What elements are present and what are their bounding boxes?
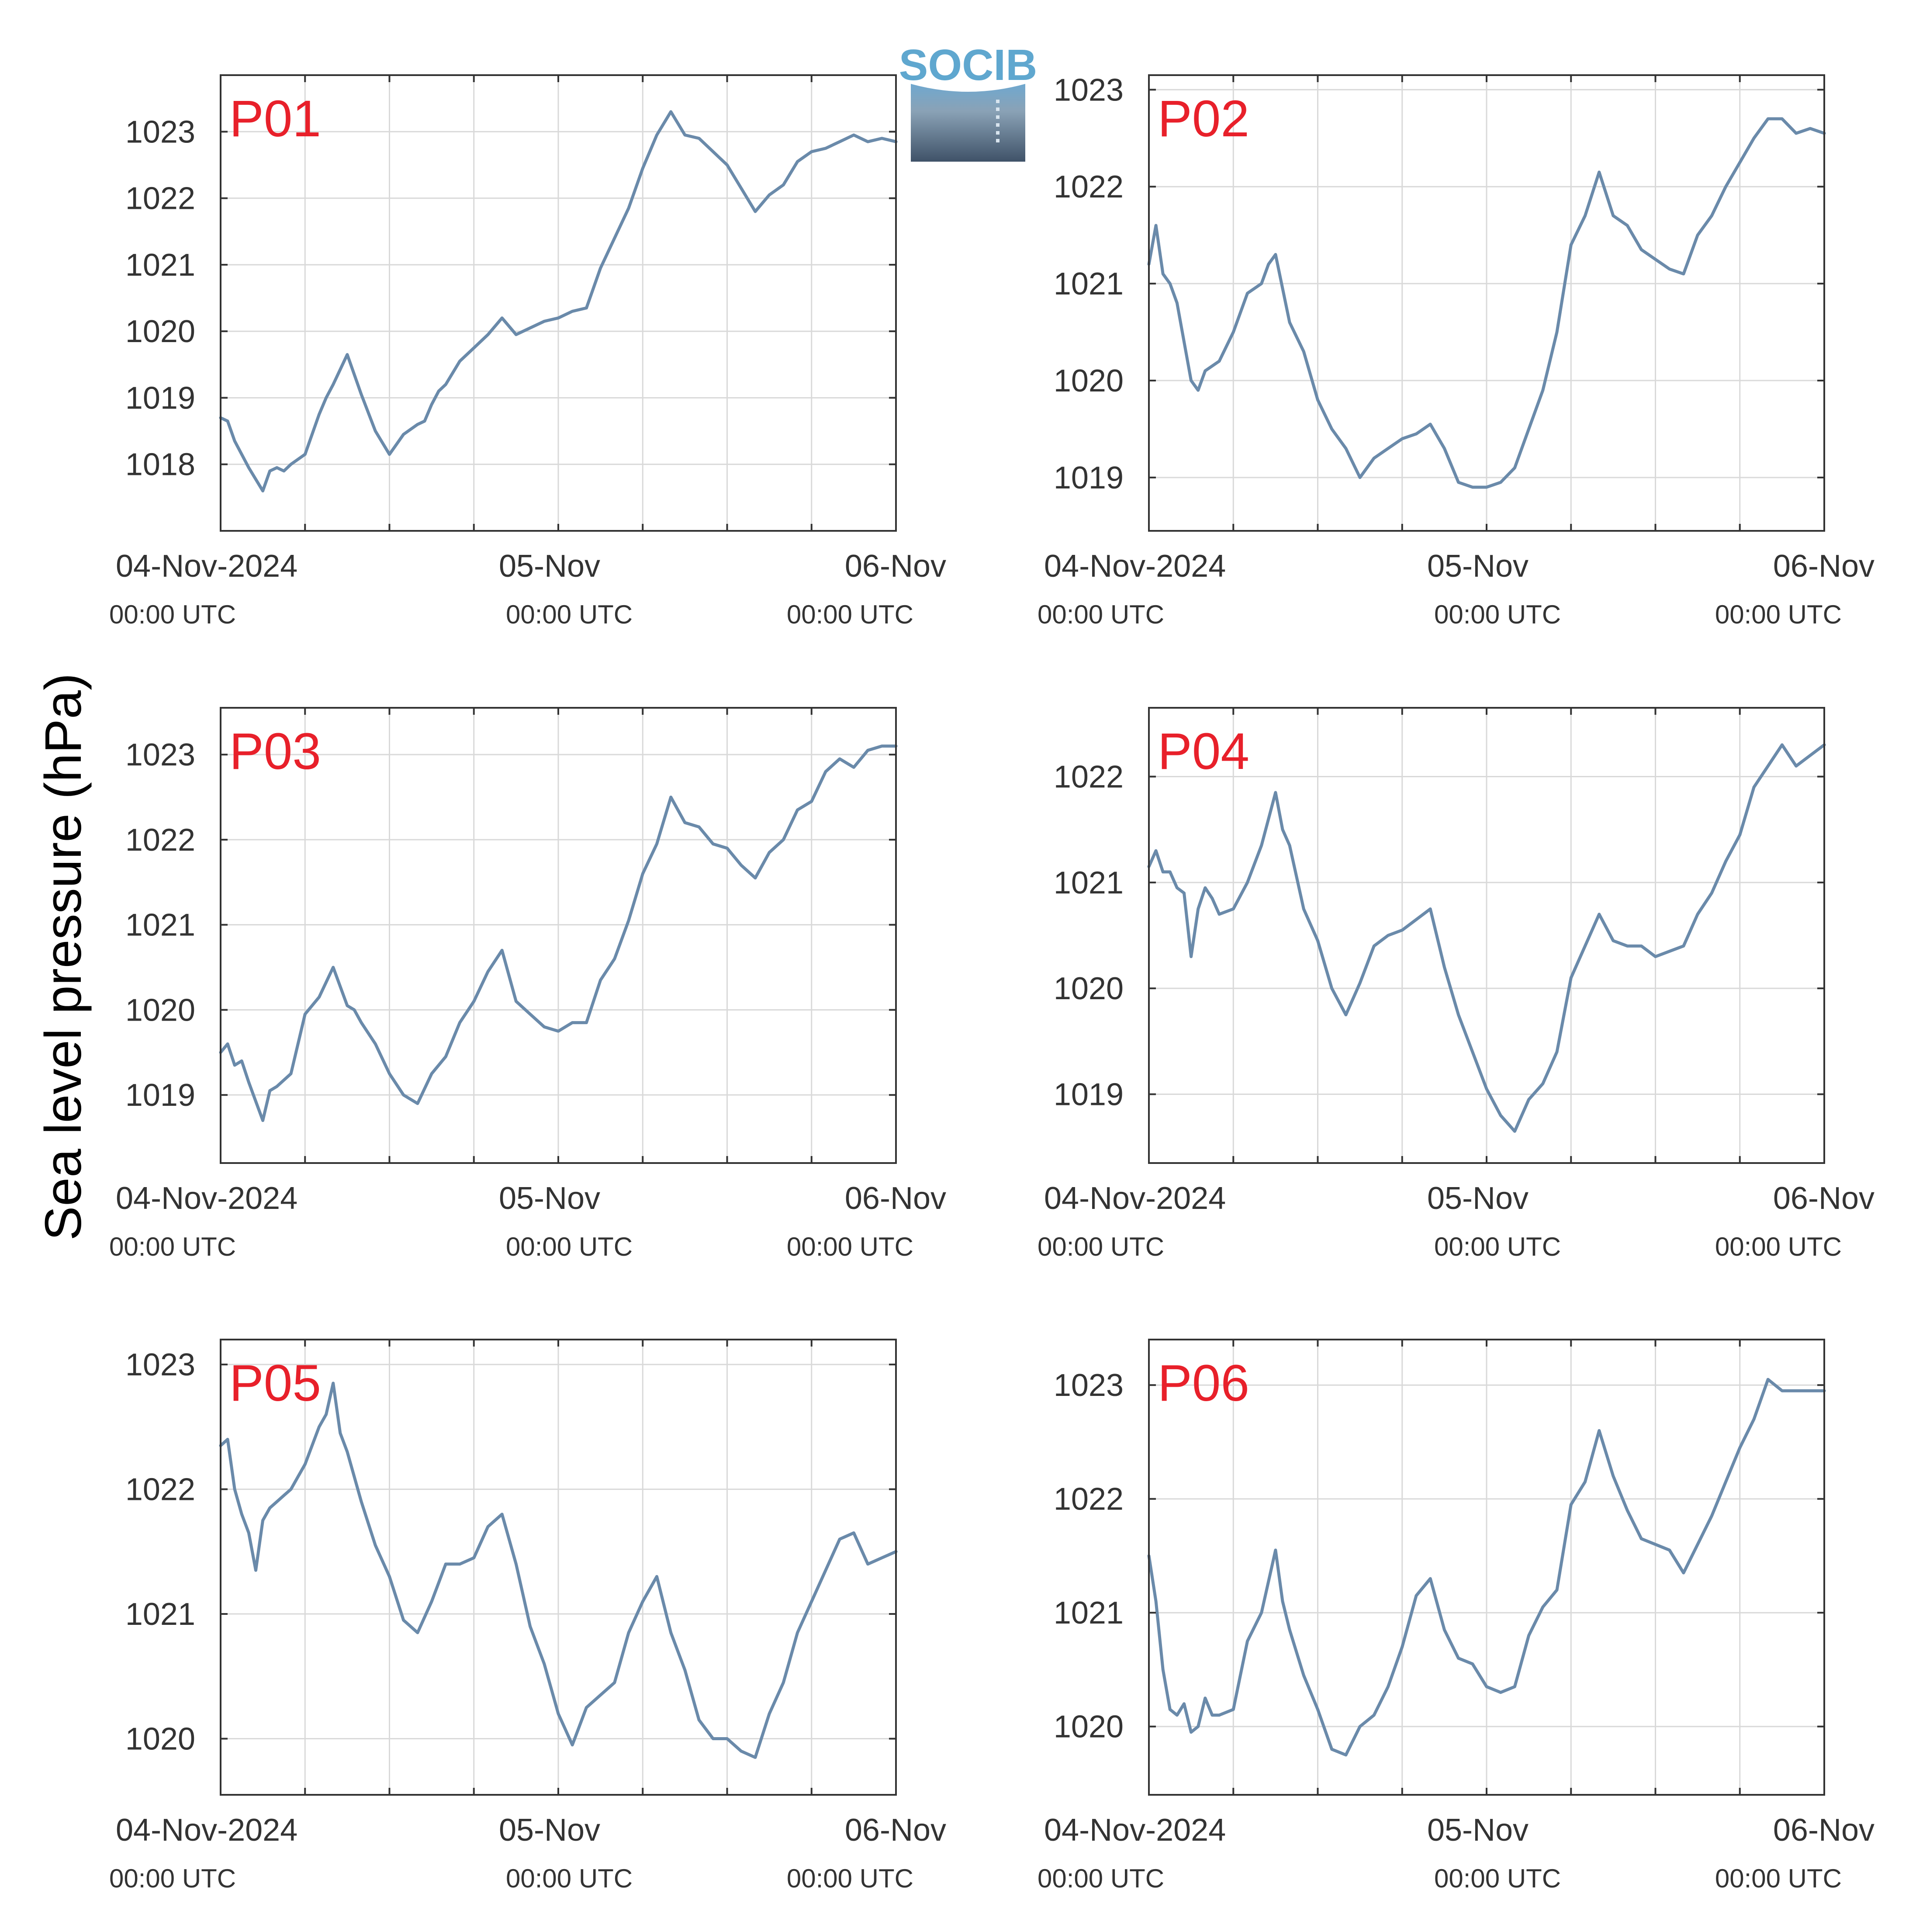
y-tick-label: 1022 (125, 181, 195, 216)
x-tick-sublabel: 00:00 UTC (109, 1232, 236, 1261)
y-tick-label: 1020 (1054, 364, 1124, 398)
y-tick-label: 1021 (1054, 1596, 1124, 1631)
panel-p01: 1018 1019 1020 1021 1022 1023 04-Nov-2024 00:00… (109, 74, 946, 629)
x-tick-sublabel: 00:00 UTC (787, 600, 913, 629)
x-tick-label: 04-Nov-2024 (116, 1813, 297, 1848)
x-tick-label: 04-Nov-2024 (1044, 549, 1226, 584)
panel-label: P02 (1158, 90, 1249, 148)
x-tick-label: 05-Nov (1427, 1813, 1529, 1848)
x-tick-sublabel: 00:00 UTC (1038, 1232, 1164, 1261)
y-tick-label: 1023 (125, 1347, 195, 1382)
panel-label: P01 (229, 90, 321, 148)
x-tick-sublabel: 00:00 UTC (1434, 1864, 1561, 1893)
y-tick-label: 1019 (1054, 460, 1124, 495)
x-tick-label: 04-Nov-2024 (1044, 1181, 1226, 1216)
x-tick-sublabel: 00:00 UTC (1038, 1864, 1164, 1893)
series-line-p03 (219, 744, 898, 1122)
panel-p03: 1019 1020 1021 1022 1023 04-Nov-2024 00:00 UTC… (109, 707, 946, 1261)
y-tick-label: 1023 (1054, 1368, 1124, 1403)
y-tick-label: 1022 (125, 823, 195, 858)
x-tick-sublabel: 00:00 UTC (1715, 600, 1842, 629)
x-tick-label: 04-Nov-2024 (1044, 1813, 1226, 1848)
x-tick-label: 04-Nov-2024 (116, 549, 297, 584)
x-tick-label: 06-Nov (1773, 1813, 1874, 1848)
x-tick-sublabel: 00:00 UTC (1434, 1232, 1561, 1261)
y-tick-label: 1022 (1054, 1482, 1124, 1517)
x-tick-label: 05-Nov (1427, 1181, 1529, 1216)
x-tick-label: 05-Nov (499, 1181, 600, 1216)
series-line-p02 (1147, 117, 1826, 489)
x-tick-sublabel: 00:00 UTC (109, 600, 236, 629)
panel-p06: 1020 1021 1022 1023 04-Nov-2024 00:00 UTC 05-N… (1038, 1339, 1874, 1893)
panel-p02: 1019 1020 1021 1022 1023 04-Nov-2024 00:00 UTC… (1038, 73, 1874, 629)
x-tick-label: 05-Nov (499, 549, 600, 584)
socib-logo: SOCIB (899, 41, 1038, 162)
y-tick-label: 1019 (125, 1078, 195, 1113)
x-tick-sublabel: 00:00 UTC (506, 1864, 633, 1893)
x-tick-sublabel: 00:00 UTC (1434, 600, 1561, 629)
x-tick-label: 05-Nov (499, 1813, 600, 1848)
panel-label: P04 (1158, 723, 1249, 780)
y-tick-label: 1021 (125, 248, 195, 283)
x-tick-label: 06-Nov (1773, 1181, 1874, 1216)
x-tick-label: 05-Nov (1427, 549, 1529, 584)
x-tick-label: 06-Nov (845, 1181, 946, 1216)
series-line-p01 (219, 110, 898, 493)
panel-p04: 1019 1020 1021 1022 04-Nov-2024 00:00 UTC 05-N… (1038, 707, 1874, 1261)
y-tick-label: 1021 (1054, 267, 1124, 301)
x-tick-label: 06-Nov (1773, 549, 1874, 584)
panel-label: P06 (1158, 1354, 1249, 1412)
y-tick-label: 1020 (125, 314, 195, 349)
y-tick-label: 1023 (1054, 73, 1124, 107)
y-axis-label: Sea level pressure (hPa) (35, 673, 92, 1241)
panel-label: P05 (229, 1354, 321, 1412)
panel-label: P03 (229, 723, 321, 780)
x-tick-sublabel: 00:00 UTC (1715, 1232, 1842, 1261)
y-tick-label: 1018 (125, 447, 195, 482)
y-tick-label: 1023 (125, 737, 195, 772)
y-tick-label: 1021 (1054, 866, 1124, 900)
y-tick-label: 1020 (125, 1722, 195, 1757)
logo-wordmark: SOCIB (899, 41, 1038, 90)
y-tick-label: 1020 (125, 993, 195, 1028)
x-tick-label: 06-Nov (845, 1813, 946, 1848)
panel-p05: 1020 1021 1022 1023 04-Nov-2024 00:00 UTC 05-N… (109, 1339, 946, 1893)
y-tick-label: 1019 (1054, 1077, 1124, 1112)
x-tick-sublabel: 00:00 UTC (506, 600, 633, 629)
series-line-p06 (1147, 1378, 1826, 1757)
x-tick-sublabel: 00:00 UTC (109, 1864, 236, 1893)
x-tick-sublabel: 00:00 UTC (787, 1232, 913, 1261)
y-tick-label: 1023 (125, 114, 195, 149)
x-tick-sublabel: 00:00 UTC (1038, 600, 1164, 629)
series-line-p05 (219, 1381, 898, 1759)
y-tick-label: 1022 (1054, 170, 1124, 204)
y-tick-label: 1019 (125, 381, 195, 415)
x-tick-sublabel: 00:00 UTC (506, 1232, 633, 1261)
x-tick-label: 04-Nov-2024 (116, 1181, 297, 1216)
y-tick-label: 1022 (125, 1472, 195, 1507)
y-tick-label: 1021 (125, 908, 195, 943)
y-tick-label: 1022 (1054, 760, 1124, 795)
x-tick-label: 06-Nov (845, 549, 946, 584)
y-tick-label: 1021 (125, 1597, 195, 1632)
x-tick-sublabel: 00:00 UTC (1715, 1864, 1842, 1893)
y-tick-label: 1020 (1054, 971, 1124, 1006)
series-line-p04 (1147, 743, 1826, 1133)
y-tick-label: 1020 (1054, 1710, 1124, 1745)
x-tick-sublabel: 00:00 UTC (787, 1864, 913, 1893)
